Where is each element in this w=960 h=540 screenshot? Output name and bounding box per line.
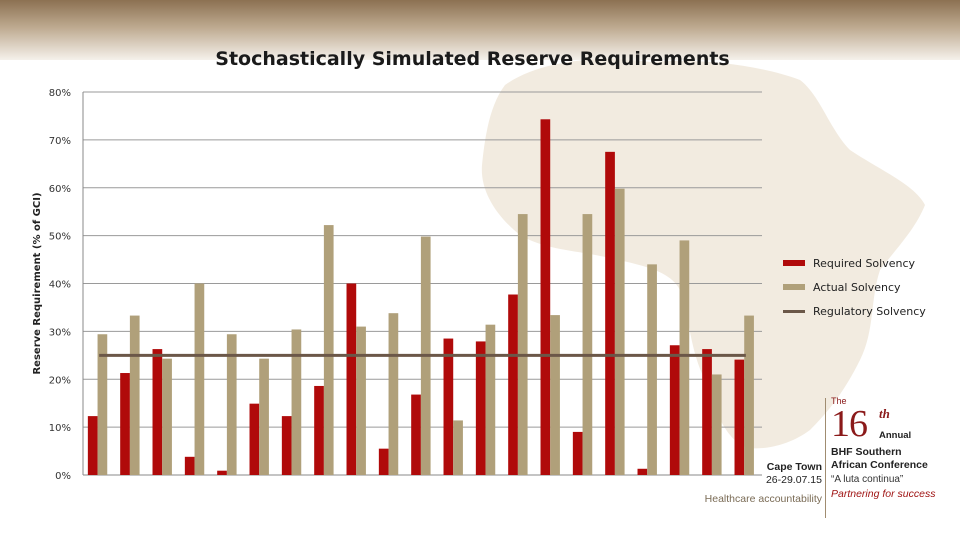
legend-label-actual: Actual Solvency bbox=[813, 280, 901, 294]
legend-label-regulatory: Regulatory Solvency bbox=[813, 304, 926, 318]
bar-required bbox=[669, 345, 680, 475]
bar-actual bbox=[291, 329, 302, 475]
y-axis-label: Reserve Requirement (% of GCI) bbox=[32, 192, 43, 374]
y-tick-label: 30% bbox=[49, 327, 71, 338]
bar-actual bbox=[744, 315, 754, 475]
y-tick-label: 10% bbox=[49, 423, 71, 434]
logo-annual: Annual bbox=[879, 430, 912, 441]
y-tick-label: 60% bbox=[49, 184, 71, 195]
bar-actual bbox=[97, 334, 108, 475]
logo-the: The bbox=[831, 396, 847, 406]
legend-swatch-required bbox=[783, 260, 805, 266]
legend-item-regulatory: Regulatory Solvency bbox=[783, 299, 953, 323]
bar-actual bbox=[679, 240, 690, 475]
y-tick-label: 0% bbox=[55, 471, 71, 482]
bar-required bbox=[120, 373, 130, 475]
bar-actual bbox=[356, 326, 366, 475]
bar-actual bbox=[647, 264, 657, 475]
legend-swatch-actual bbox=[783, 284, 805, 290]
bar-required bbox=[281, 416, 292, 475]
legend-item-required: Required Solvency bbox=[783, 251, 953, 275]
bar-required bbox=[572, 431, 583, 475]
bar-actual bbox=[485, 324, 496, 475]
logo-line-2: African Conference bbox=[831, 459, 928, 471]
legend-swatch-regulatory bbox=[783, 309, 805, 313]
chart-legend: Required Solvency Actual Solvency Regula… bbox=[783, 251, 953, 323]
bar-actual bbox=[453, 420, 463, 475]
bar-required bbox=[314, 385, 324, 475]
bar-required bbox=[346, 283, 357, 475]
y-tick-label: 70% bbox=[49, 136, 71, 147]
logo-tagline: “A luta continua” bbox=[831, 474, 904, 485]
header-band bbox=[0, 0, 960, 60]
chart-title: Stochastically Simulated Reserve Require… bbox=[215, 48, 730, 70]
bar-required bbox=[152, 349, 163, 475]
bar-required bbox=[475, 341, 486, 475]
bar-actual bbox=[582, 214, 593, 476]
bar-required bbox=[702, 349, 712, 475]
bar-required bbox=[87, 416, 98, 475]
conference-location-block: Cape Town 26-29.07.15 Healthcare account… bbox=[690, 461, 822, 506]
legend-label-required: Required Solvency bbox=[813, 256, 916, 270]
bar-required bbox=[249, 403, 260, 475]
bar-actual bbox=[614, 188, 625, 475]
bar-required bbox=[637, 468, 648, 475]
bar-actual bbox=[259, 358, 269, 475]
legend-item-actual: Actual Solvency bbox=[783, 275, 953, 299]
bar-required bbox=[217, 470, 227, 475]
y-tick-label: 20% bbox=[49, 375, 71, 386]
bar-required bbox=[184, 456, 195, 475]
bar-required bbox=[443, 338, 454, 475]
y-tick-label: 80% bbox=[49, 88, 71, 99]
bar-required bbox=[540, 119, 551, 475]
bar-actual bbox=[129, 315, 140, 475]
bar-actual bbox=[550, 315, 560, 475]
logo-partnering: Partnering for success bbox=[831, 488, 936, 500]
bar-required bbox=[411, 394, 421, 475]
bar-required bbox=[378, 448, 389, 475]
conference-slogan: Healthcare accountability bbox=[704, 493, 822, 505]
bar-required bbox=[734, 359, 745, 475]
conference-dates: 26-29.07.15 bbox=[765, 474, 822, 486]
bar-required bbox=[605, 151, 615, 475]
logo-number: 16 bbox=[831, 403, 868, 445]
bar-actual bbox=[517, 214, 528, 476]
bar-actual bbox=[388, 313, 399, 475]
bar-actual bbox=[162, 358, 172, 475]
bar-actual bbox=[323, 225, 334, 475]
footer-divider bbox=[825, 398, 826, 518]
conference-logo: The 16 th Annual BHF Southern African Co… bbox=[831, 396, 956, 500]
y-tick-label: 40% bbox=[49, 280, 71, 291]
y-tick-label: 50% bbox=[49, 232, 71, 243]
conference-city: Cape Town bbox=[766, 461, 822, 473]
logo-line-1: BHF Southern bbox=[831, 446, 902, 458]
bar-actual bbox=[194, 283, 205, 475]
logo-suffix: th bbox=[879, 406, 890, 421]
bar-actual bbox=[226, 334, 237, 475]
bar-required bbox=[508, 294, 518, 475]
bar-actual bbox=[711, 374, 722, 475]
